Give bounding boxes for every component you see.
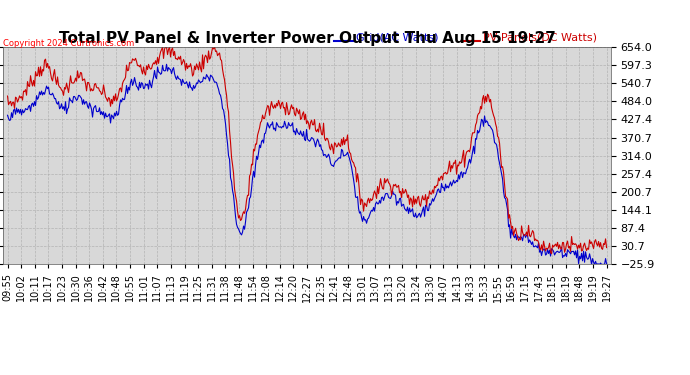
Text: Grid(AC Watts): Grid(AC Watts) [355,33,438,42]
Text: PV Panels(DC Watts): PV Panels(DC Watts) [483,33,597,42]
Title: Total PV Panel & Inverter Power Output Thu Aug 15 19:27: Total PV Panel & Inverter Power Output T… [59,31,555,46]
Text: Copyright 2024 Curtronics.com: Copyright 2024 Curtronics.com [3,39,135,48]
